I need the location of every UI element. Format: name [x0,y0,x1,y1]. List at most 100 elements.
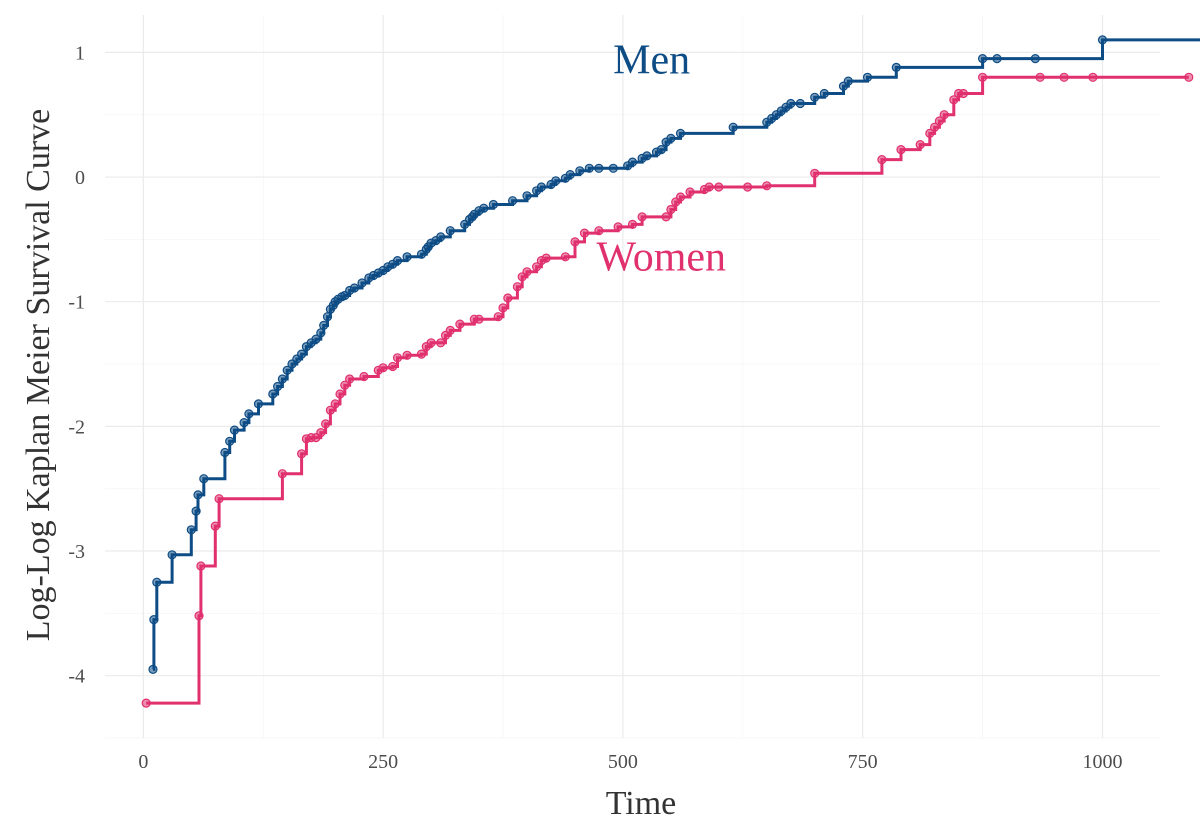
women-point [522,267,532,277]
men-point [728,122,738,132]
women-point [877,155,887,165]
women-point [196,561,206,571]
men-point [584,163,594,173]
men-point [445,226,455,236]
men-point [795,98,805,109]
men-point [319,320,329,330]
men-point [819,88,829,99]
men-point [594,163,604,173]
y-tick-label: 0 [75,167,85,189]
men-point [627,157,638,167]
women-point [896,145,906,155]
women-point [929,122,940,132]
women-point [704,182,714,192]
x-axis-title: Time [606,785,677,822]
men-point [349,283,359,293]
women-point [579,228,590,238]
women-point [949,95,959,105]
men-point [311,334,321,344]
women-point [321,419,331,429]
women-point [345,374,355,384]
women-point [637,212,647,222]
men-point [1097,35,1108,45]
men-point [322,312,333,322]
women-point [359,371,369,382]
women-point [392,353,403,363]
men-point [199,474,209,484]
men-point [479,203,489,213]
women-point [627,219,638,229]
y-axis-title: Log-Log Kaplan Meier Survival Curve [20,109,57,642]
men-point [191,506,201,516]
women-point [455,319,465,329]
men-point [565,170,575,180]
women-point [340,380,350,390]
women-point [297,449,307,459]
women-point [1035,72,1045,82]
women-point [742,182,753,192]
y-tick-label: -1 [68,292,85,314]
men-point [642,151,652,161]
men-point [666,133,676,143]
women-step-line [146,75,1189,705]
women-point [416,349,427,359]
women-point [325,405,335,415]
women-point [977,72,988,82]
women-point [531,262,542,272]
women-point [436,338,446,348]
men-point [316,328,326,338]
women-point [1088,72,1098,82]
men-point [273,381,283,392]
women-point [503,293,513,303]
women-point [493,312,503,322]
women-point [445,325,455,335]
x-tick-label: 250 [368,751,398,773]
men-series-label: Men [613,38,690,84]
women-point [934,116,945,126]
y-tick-label: -2 [68,416,85,438]
men-point [297,349,307,359]
x-tick-label: 0 [138,751,148,773]
men-point [253,399,264,409]
men-point [148,664,158,675]
series-men: Men [148,35,1200,675]
ticks: 0 250 500 750 1000 -4 -3 -2 -1 0 1 [68,42,1122,773]
men-point [220,447,230,458]
y-tick-label: -4 [68,666,85,688]
women-point [714,182,724,192]
women-point [474,314,484,324]
women-point [939,110,949,120]
men-point [357,278,367,288]
men-point [522,191,532,201]
women-point [194,611,204,621]
women-point [661,212,671,222]
men-point [575,166,585,176]
women-point [1184,72,1194,82]
men-point [810,92,820,102]
men-point [488,199,498,210]
women-point [388,361,398,372]
men-point [656,145,666,155]
women-point [675,192,686,202]
x-tick-label: 1000 [1082,751,1122,773]
men-point [436,232,446,242]
women-point [277,469,287,479]
women-point [541,253,551,263]
men-point [282,365,292,375]
series-women: Women [141,72,1194,708]
x-tick-label: 500 [608,751,638,773]
women-point [378,363,388,373]
women-point [512,282,523,292]
y-tick-label: 1 [75,42,85,64]
men-point [225,436,235,446]
men-point [843,76,853,86]
women-point [810,168,820,178]
men-point [891,62,901,73]
series-layer: Men Women [141,35,1200,708]
women-point [316,428,326,438]
men-point [536,182,547,192]
men-point [239,418,249,428]
women-point [570,237,580,247]
women-point [762,181,772,191]
men-point [402,252,412,262]
